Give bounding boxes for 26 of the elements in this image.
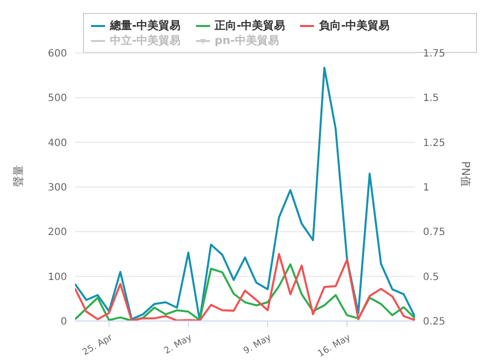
- legend-label: 中立-中美貿易: [110, 33, 181, 48]
- line-series: [75, 66, 415, 321]
- y-tick-label: 200: [48, 227, 67, 238]
- y2-tick-label: 1.25: [423, 138, 446, 149]
- legend-label: pn-中美貿易: [214, 33, 279, 48]
- y2-tick-label: 0.25: [423, 316, 446, 328]
- y2-tick-label: 1.75: [423, 48, 446, 60]
- y-tick-label: 300: [48, 182, 67, 194]
- y-tick-label: 600: [48, 48, 67, 60]
- y2-tick-label: 0.5: [423, 272, 439, 283]
- y2-tick-label: 0.75: [423, 227, 446, 238]
- y-tick-label: 400: [48, 138, 67, 149]
- y-tick-label: 500: [48, 93, 67, 104]
- legend-label: 總量-中美貿易: [110, 18, 181, 33]
- y2-axis-title: PN值: [459, 161, 472, 187]
- x-tick-label: 16. May: [316, 332, 354, 360]
- x-tick-label: 25. Apr: [81, 332, 115, 358]
- legend-label: 正向-中美貿易: [214, 18, 286, 33]
- y2-tick-label: 1: [423, 182, 430, 194]
- legend-label: 負向-中美貿易: [319, 18, 390, 33]
- y2-tick-label: 1.5: [423, 93, 439, 104]
- y-tick-label: 100: [48, 272, 67, 283]
- y-tick-label: 0: [60, 316, 67, 328]
- x-tick-label: 2. May: [162, 332, 194, 357]
- x-tick-label: 9. May: [242, 332, 274, 357]
- y-axis-title: 聲量: [12, 165, 25, 187]
